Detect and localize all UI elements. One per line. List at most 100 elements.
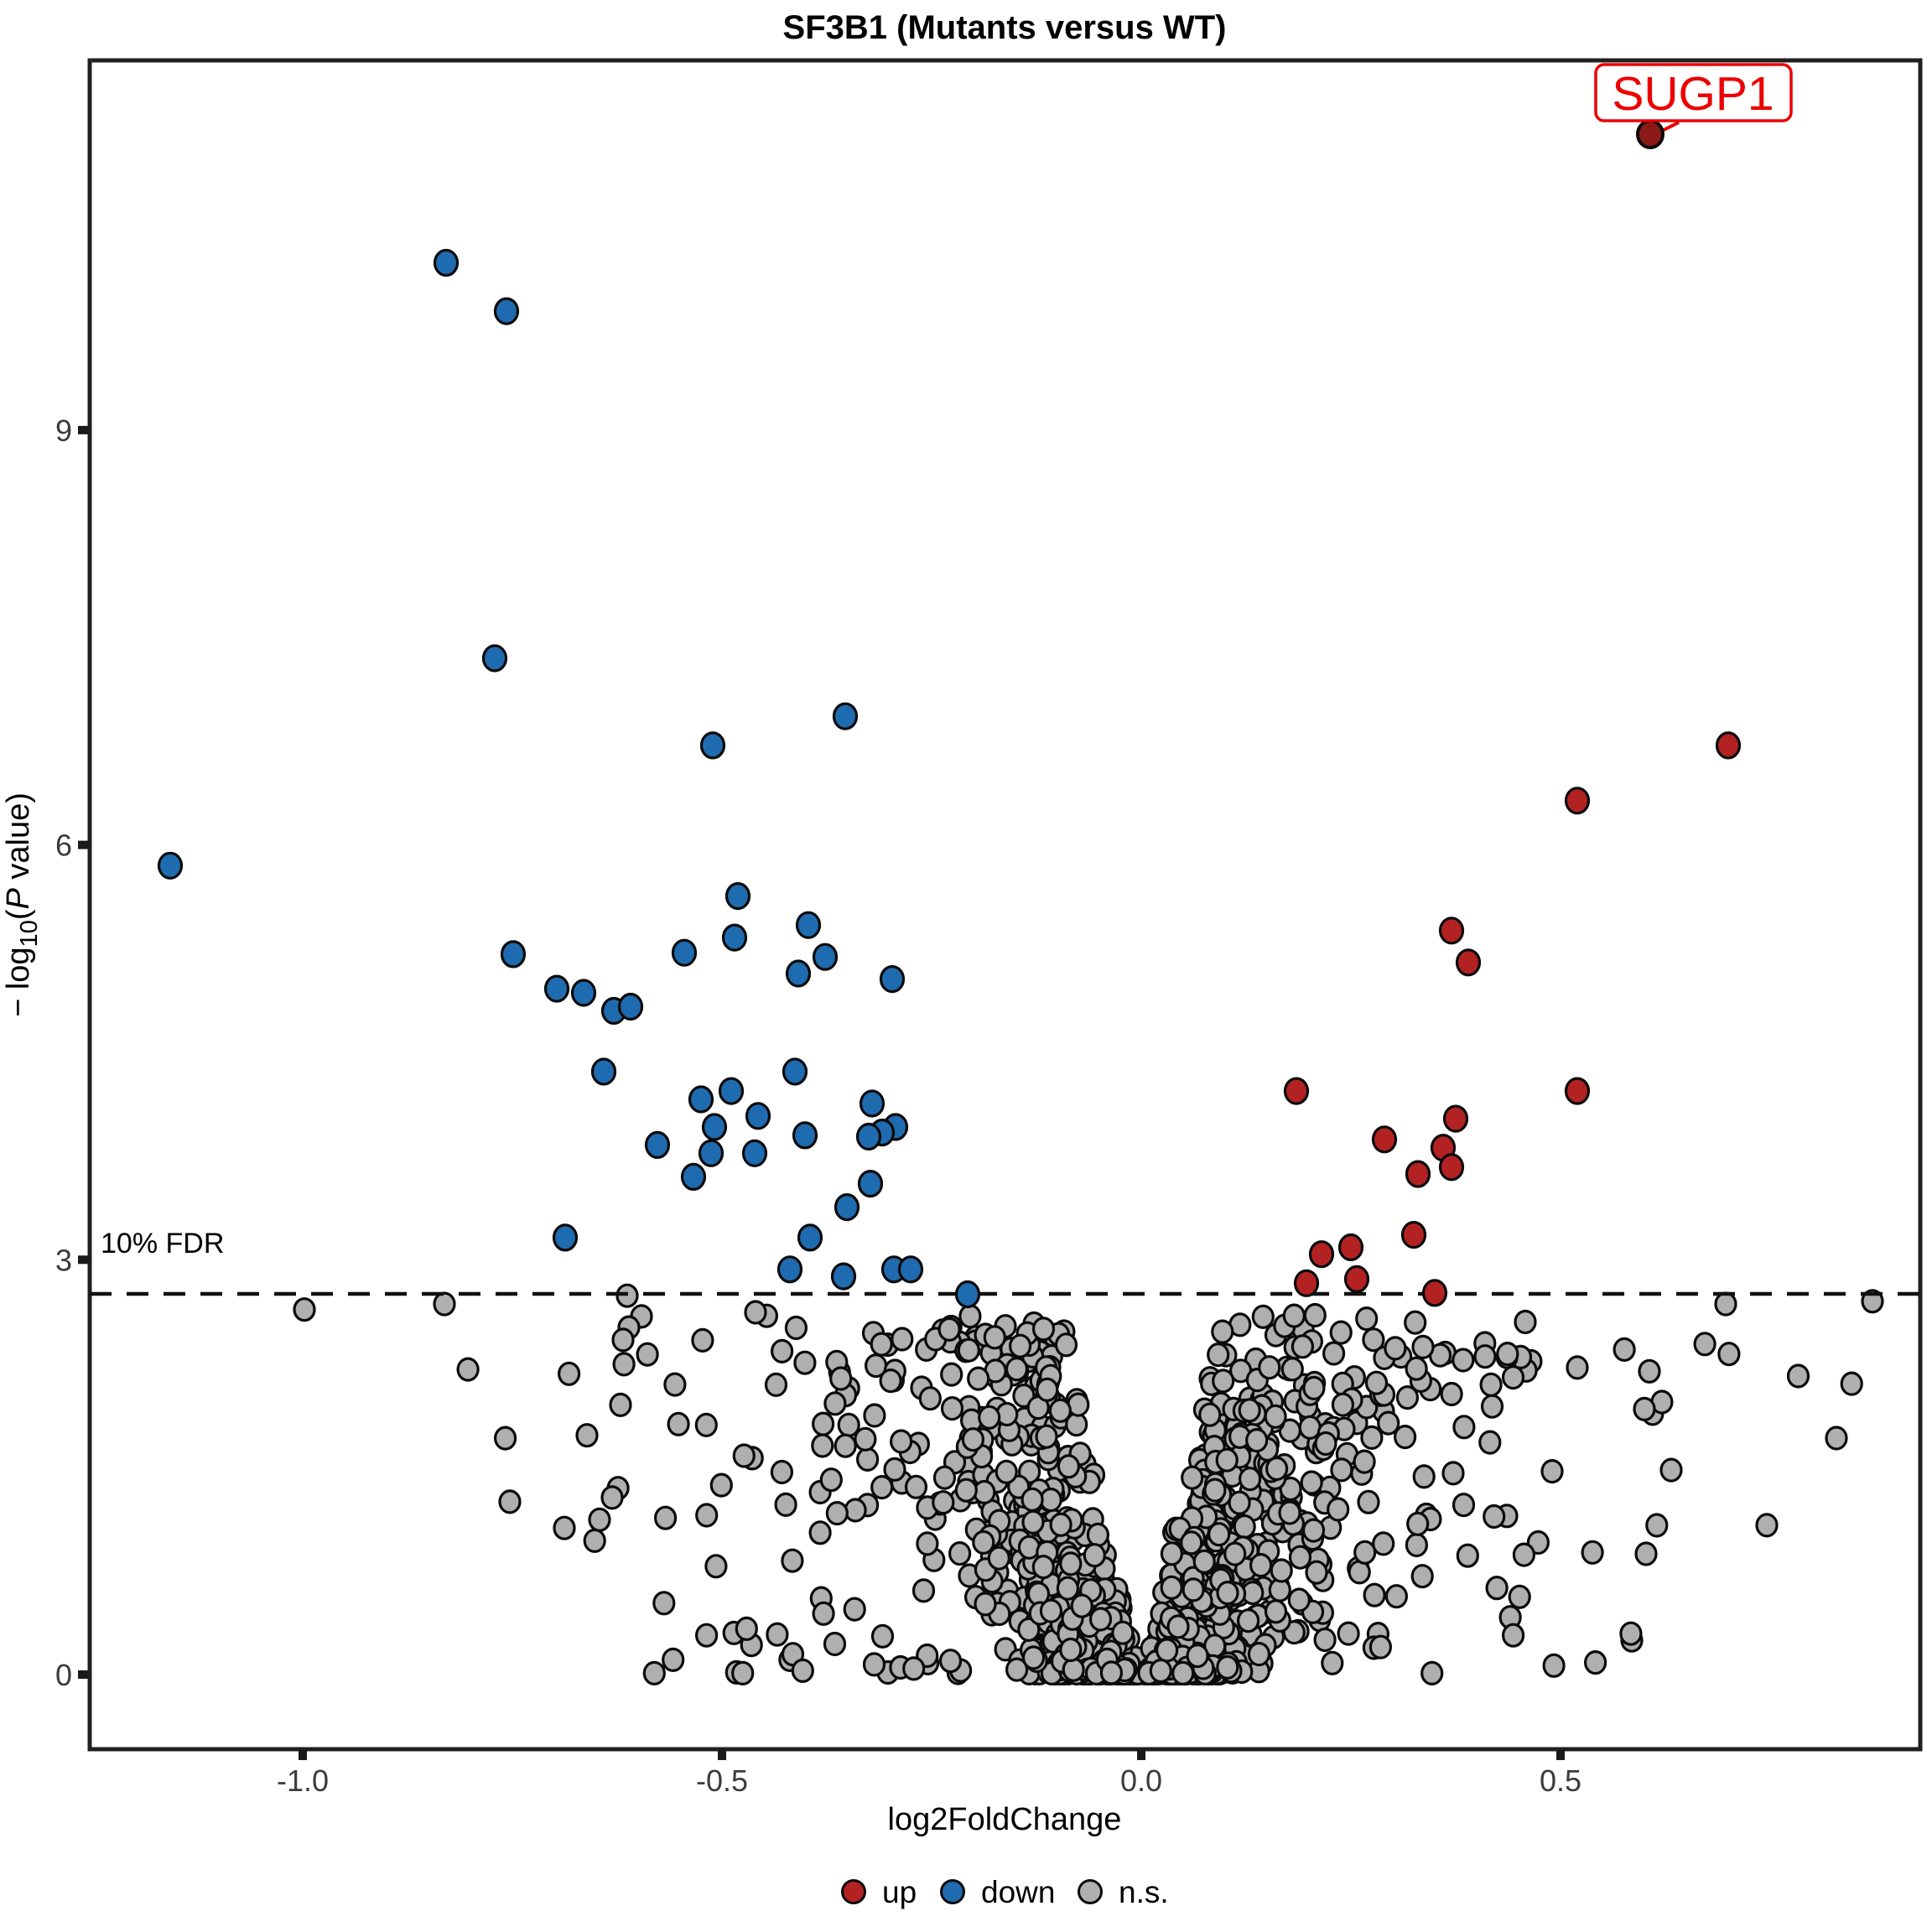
ns-point bbox=[1265, 1456, 1289, 1482]
ns-point bbox=[1395, 1384, 1420, 1410]
plot-title: SF3B1 (Mutants versus WT) bbox=[783, 9, 1227, 46]
ns-point bbox=[1017, 1617, 1041, 1643]
legend: up down n.s. bbox=[841, 1875, 1169, 1909]
ns-point bbox=[1645, 1513, 1669, 1538]
ns-point bbox=[916, 1531, 939, 1556]
ns-point bbox=[1411, 1334, 1435, 1360]
y-tick-mark bbox=[78, 1255, 90, 1265]
ns-point bbox=[1372, 1531, 1395, 1556]
y-tick-label: 6 bbox=[55, 828, 72, 863]
ns-point bbox=[694, 1412, 718, 1438]
ns-point bbox=[662, 1647, 685, 1673]
ns-point bbox=[1542, 1653, 1566, 1678]
ns-point bbox=[1305, 1560, 1328, 1585]
down-point bbox=[157, 851, 184, 880]
ns-point bbox=[493, 1426, 517, 1451]
ns-point bbox=[1384, 1336, 1407, 1361]
down-point bbox=[832, 702, 859, 730]
down-point bbox=[680, 1162, 707, 1192]
ns-point bbox=[764, 1372, 788, 1398]
ns-point bbox=[1393, 1424, 1417, 1450]
up-point bbox=[1438, 1153, 1465, 1182]
ns-point bbox=[553, 1515, 576, 1540]
ns-point bbox=[1360, 1425, 1384, 1451]
x-tick-label: 0.5 bbox=[1540, 1763, 1581, 1798]
y-tick-label: 0 bbox=[55, 1658, 72, 1692]
ns-point bbox=[1452, 1415, 1476, 1440]
up-point bbox=[1564, 1077, 1591, 1105]
down-point bbox=[552, 1223, 579, 1252]
ns-point bbox=[1181, 1465, 1204, 1490]
legend-key-down bbox=[940, 1879, 965, 1904]
fdr-threshold-label: 10% FDR bbox=[101, 1228, 224, 1259]
ns-point bbox=[1456, 1543, 1479, 1568]
down-point bbox=[701, 1113, 728, 1141]
ns-point bbox=[954, 1478, 978, 1503]
ns-point bbox=[1566, 1355, 1589, 1380]
ns-point bbox=[1035, 1424, 1058, 1449]
up-point bbox=[1715, 731, 1742, 760]
annotation-box bbox=[1594, 63, 1793, 122]
ns-point bbox=[1282, 1303, 1306, 1328]
ns-point bbox=[1861, 1289, 1884, 1314]
ns-point bbox=[911, 1578, 936, 1603]
ns-point bbox=[1180, 1530, 1203, 1555]
ns-point bbox=[1238, 1467, 1262, 1492]
down-points-layer bbox=[157, 248, 981, 1309]
ns-point bbox=[1633, 1396, 1656, 1422]
ns-point bbox=[1473, 1344, 1497, 1369]
ns-point bbox=[1039, 1487, 1062, 1513]
ns-point bbox=[791, 1658, 814, 1684]
x-tick-mark bbox=[718, 1749, 726, 1760]
ns-point bbox=[902, 1656, 926, 1681]
ns-point bbox=[1279, 1476, 1302, 1502]
ns-point bbox=[694, 1623, 719, 1648]
ns-point bbox=[1377, 1410, 1400, 1436]
ns-point bbox=[918, 1386, 942, 1411]
ns-point bbox=[1452, 1493, 1476, 1518]
ns-point bbox=[1755, 1513, 1779, 1538]
ns-point bbox=[1021, 1509, 1045, 1535]
ns-point bbox=[983, 1325, 1006, 1350]
down-point bbox=[644, 1130, 671, 1160]
ns-point bbox=[600, 1485, 624, 1510]
ns-point bbox=[812, 1601, 835, 1626]
ns-point bbox=[854, 1426, 877, 1452]
ns-point bbox=[642, 1660, 666, 1686]
ns-point bbox=[1540, 1458, 1564, 1484]
down-point bbox=[834, 1192, 860, 1222]
ns-point bbox=[456, 1357, 480, 1382]
ns-point bbox=[781, 1548, 804, 1573]
ns-point bbox=[1249, 1552, 1273, 1578]
x-axis-ticks: -1.0 -0.5 0.0 0.5 bbox=[277, 1749, 1581, 1798]
ns-point bbox=[793, 1350, 817, 1375]
ns-point bbox=[1238, 1398, 1261, 1423]
ns-point bbox=[978, 1405, 1001, 1430]
ns-point bbox=[1300, 1470, 1323, 1495]
ns-point bbox=[1638, 1358, 1661, 1384]
ns-point bbox=[704, 1554, 728, 1579]
down-point bbox=[812, 943, 839, 971]
down-point bbox=[543, 974, 570, 1003]
ns-point bbox=[1086, 1522, 1110, 1548]
ns-point bbox=[498, 1489, 522, 1514]
y-tick-label: 9 bbox=[55, 413, 72, 448]
ns-point bbox=[1362, 1327, 1385, 1353]
ns-point bbox=[1245, 1427, 1269, 1453]
ns-point bbox=[1313, 1627, 1337, 1653]
ns-point bbox=[1786, 1363, 1810, 1389]
ns-point bbox=[891, 1327, 914, 1352]
down-point bbox=[795, 911, 822, 939]
panel-border bbox=[87, 58, 1923, 1752]
down-point bbox=[859, 1089, 886, 1118]
ns-point bbox=[433, 1291, 456, 1317]
ns-point bbox=[1088, 1607, 1113, 1632]
ns-point bbox=[932, 1490, 955, 1515]
ns-point bbox=[1048, 1398, 1072, 1423]
down-point bbox=[590, 1057, 617, 1086]
ns-point bbox=[1405, 1532, 1429, 1558]
ns-point bbox=[967, 1366, 990, 1391]
ns-point bbox=[1314, 1431, 1337, 1457]
down-point bbox=[785, 959, 812, 988]
ns-point bbox=[1348, 1560, 1371, 1585]
